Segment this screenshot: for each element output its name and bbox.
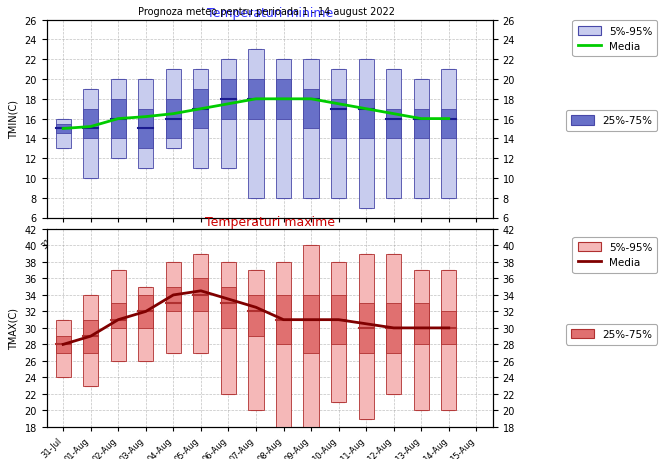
Bar [55, 320, 71, 377]
Bar [83, 295, 99, 386]
Bar [358, 100, 374, 139]
Title: Temperaturi minime: Temperaturi minime [206, 6, 333, 19]
Bar [304, 90, 318, 129]
Bar [304, 60, 318, 198]
Bar [248, 271, 264, 410]
Bar [441, 70, 456, 198]
Bar [139, 80, 153, 168]
Legend: 25%-75%: 25%-75% [566, 111, 657, 131]
Bar [193, 279, 208, 312]
Bar [166, 70, 181, 149]
Bar [83, 90, 99, 179]
Legend: 5%-95%, Media: 5%-95%, Media [572, 21, 657, 57]
Bar [55, 119, 71, 149]
Y-axis label: TMAX(C): TMAX(C) [9, 307, 19, 349]
Bar [358, 303, 374, 353]
Bar [331, 263, 346, 402]
Bar [83, 109, 99, 139]
Legend: 5%-95%, Media: 5%-95%, Media [572, 237, 657, 273]
Bar [304, 246, 318, 427]
Bar [111, 271, 126, 361]
Bar [166, 263, 181, 353]
Bar [55, 336, 71, 353]
Bar [83, 320, 99, 353]
Bar [193, 70, 208, 168]
Bar [276, 60, 291, 198]
Text: Prognoza meteo pentru perioada 1 - 14 august 2022: Prognoza meteo pentru perioada 1 - 14 au… [138, 7, 395, 17]
Bar [386, 254, 401, 394]
Bar [441, 271, 456, 410]
Bar [331, 295, 346, 345]
Bar [111, 100, 126, 139]
Bar [358, 60, 374, 208]
Bar [248, 80, 264, 119]
Bar [221, 287, 236, 328]
Bar [166, 287, 181, 312]
Bar [193, 254, 208, 353]
Bar [386, 70, 401, 198]
Legend: 25%-75%: 25%-75% [566, 324, 657, 345]
Bar [414, 109, 429, 139]
Bar [166, 100, 181, 139]
Bar [386, 109, 401, 139]
Bar [111, 80, 126, 159]
Bar [221, 60, 236, 168]
Bar [248, 50, 264, 198]
Bar [441, 109, 456, 139]
Bar [414, 80, 429, 198]
Bar [276, 295, 291, 345]
Bar [139, 295, 153, 328]
Bar [221, 263, 236, 394]
Bar [276, 263, 291, 427]
Bar [248, 295, 264, 336]
Bar [111, 303, 126, 328]
Bar [414, 271, 429, 410]
Title: Temperaturi maxime: Temperaturi maxime [204, 215, 335, 228]
Bar [304, 295, 318, 353]
Bar [276, 80, 291, 119]
Bar [193, 90, 208, 129]
Bar [358, 254, 374, 419]
Bar [414, 303, 429, 345]
Bar [386, 303, 401, 353]
Bar [331, 70, 346, 198]
Bar [139, 287, 153, 361]
Bar [139, 109, 153, 149]
Bar [55, 124, 71, 134]
Bar [221, 80, 236, 119]
Bar [441, 312, 456, 345]
Y-axis label: TMIN(C): TMIN(C) [9, 100, 19, 139]
Bar [331, 100, 346, 139]
